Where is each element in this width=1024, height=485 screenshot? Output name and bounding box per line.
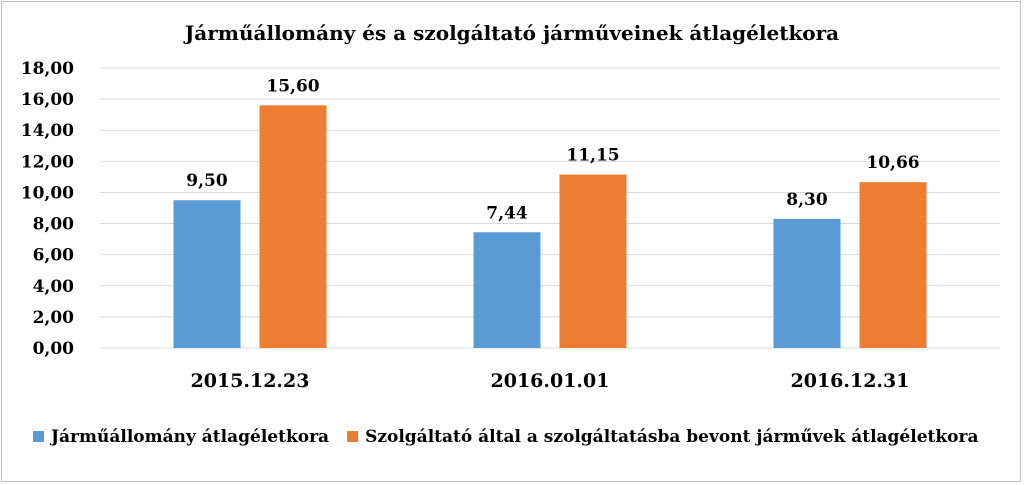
bar-series-2-2	[559, 174, 627, 348]
x-axis: 2015.12.23 2016.01.01 2016.12.31	[191, 370, 910, 392]
bar-series-1-2	[473, 232, 541, 348]
y-tick-label: 4,00	[33, 277, 75, 297]
y-tick-label: 0,00	[33, 339, 75, 359]
y-tick-label: 14,00	[21, 121, 74, 141]
legend-swatch	[347, 431, 359, 442]
y-tick-label: 6,00	[33, 246, 75, 266]
data-label: 7,44	[486, 203, 528, 223]
y-axis: 0,00 2,00 4,00 6,00 8,00 10,00 12,00 14,00 16,00…	[21, 59, 74, 359]
bar-series-2-1	[259, 105, 327, 348]
y-tick-label: 16,00	[21, 90, 74, 110]
data-label: 11,15	[566, 146, 619, 166]
x-tick-label: 2016.12.31	[791, 370, 910, 392]
legend-swatch	[33, 431, 44, 442]
y-tick-label: 18,00	[21, 59, 74, 79]
legend: Járműállomány átlagéletkora Szolgáltató á…	[33, 427, 978, 447]
bar-series-1-3	[773, 218, 841, 348]
data-label: 9,50	[186, 171, 228, 191]
chart-title: Járműállomány és a szolgáltató járművein…	[183, 21, 839, 45]
y-tick-label: 12,00	[21, 152, 74, 172]
data-label: 10,66	[866, 153, 919, 173]
bar-series-1-1	[173, 200, 241, 348]
x-tick-label: 2016.01.01	[491, 370, 610, 392]
legend-label: Járműállomány átlagéletkora	[49, 427, 329, 447]
x-tick-label: 2015.12.23	[191, 370, 310, 392]
data-label: 8,30	[786, 190, 828, 210]
legend-label: Szolgáltató által a szolgáltatásba bevon…	[365, 427, 978, 447]
y-tick-label: 2,00	[33, 308, 75, 328]
y-tick-label: 10,00	[21, 183, 74, 203]
bar-series-2-3	[859, 182, 927, 348]
data-label: 15,60	[266, 76, 319, 96]
bars: 9,50 15,60 7,44 11,15 8,30 10,66	[173, 76, 927, 348]
y-tick-label: 8,00	[33, 215, 75, 235]
gridlines	[100, 67, 1000, 349]
